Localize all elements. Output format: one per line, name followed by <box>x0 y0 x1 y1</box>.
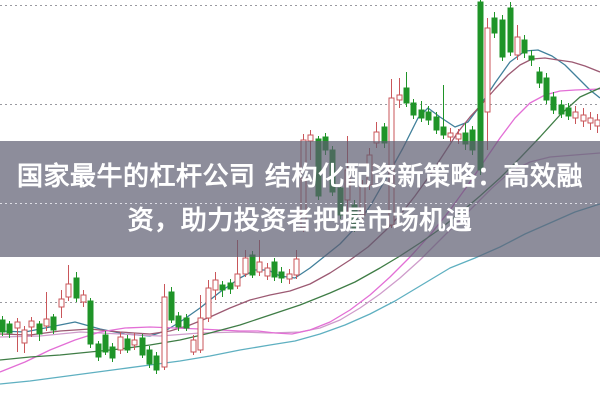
down-candle <box>0 319 6 333</box>
down-candle <box>403 87 410 104</box>
headline-line-1: 国家最牛的杠杆公司 结构化配资新策略：高效融 <box>16 162 584 192</box>
down-candle <box>95 343 102 358</box>
up-candle <box>572 111 579 119</box>
up-candle <box>14 321 21 329</box>
up-candle <box>256 261 263 273</box>
down-candle <box>50 316 57 331</box>
up-candle <box>65 283 72 298</box>
down-candle <box>146 349 153 365</box>
up-candle <box>117 336 124 351</box>
up-candle <box>484 27 491 113</box>
up-candle <box>190 339 197 353</box>
down-candle <box>499 19 506 58</box>
up-candle <box>514 36 521 56</box>
down-candle <box>168 291 175 321</box>
up-candle <box>587 117 594 124</box>
down-candle <box>425 111 432 121</box>
up-candle <box>197 317 204 351</box>
down-candle <box>543 77 550 101</box>
up-candle <box>293 258 300 276</box>
down-candle <box>153 355 160 371</box>
down-candle <box>227 282 234 290</box>
headline-line-2: 资，助力投资者把握市场机遇 <box>127 206 473 236</box>
down-candle <box>565 107 572 117</box>
up-candle <box>234 273 241 287</box>
down-candle <box>102 334 109 353</box>
up-candle <box>455 133 462 140</box>
up-candle <box>594 119 600 127</box>
up-candle <box>212 279 219 291</box>
down-candle <box>36 323 43 335</box>
up-candle <box>131 339 138 346</box>
down-candle <box>219 284 226 291</box>
up-candle <box>264 267 271 277</box>
up-candle <box>58 298 65 308</box>
down-candle <box>558 104 565 115</box>
down-candle <box>528 55 535 61</box>
up-candle <box>286 273 293 280</box>
down-candle <box>491 17 498 34</box>
down-candle <box>73 277 80 299</box>
down-candle <box>418 109 425 119</box>
up-candle <box>242 257 249 275</box>
down-candle <box>109 346 116 359</box>
headline-banner: 国家最牛的杠杆公司 结构化配资新策略：高效融 资，助力投资者把握市场机遇 <box>0 141 600 257</box>
down-candle <box>550 96 557 111</box>
down-candle <box>271 261 278 278</box>
down-candle <box>6 323 13 334</box>
down-candle <box>521 39 528 54</box>
up-candle <box>447 132 454 138</box>
down-candle <box>87 300 94 345</box>
down-candle <box>410 102 417 116</box>
down-candle <box>249 254 256 276</box>
down-candle <box>183 317 190 329</box>
down-candle <box>440 126 447 136</box>
up-candle <box>396 94 403 101</box>
up-candle <box>205 287 212 319</box>
down-candle <box>507 7 514 53</box>
up-candle <box>28 320 35 328</box>
up-candle <box>161 296 168 368</box>
up-candle <box>580 114 587 122</box>
ma-line-magenta <box>0 88 600 373</box>
down-candle <box>433 116 440 131</box>
up-candle <box>80 294 87 303</box>
down-candle <box>124 338 131 351</box>
down-candle <box>536 71 543 84</box>
up-candle <box>43 318 50 327</box>
down-candle <box>175 315 182 328</box>
down-candle <box>139 337 146 356</box>
up-candle <box>21 329 28 344</box>
gridline-banner-overlay <box>0 203 600 204</box>
down-candle <box>278 271 285 279</box>
